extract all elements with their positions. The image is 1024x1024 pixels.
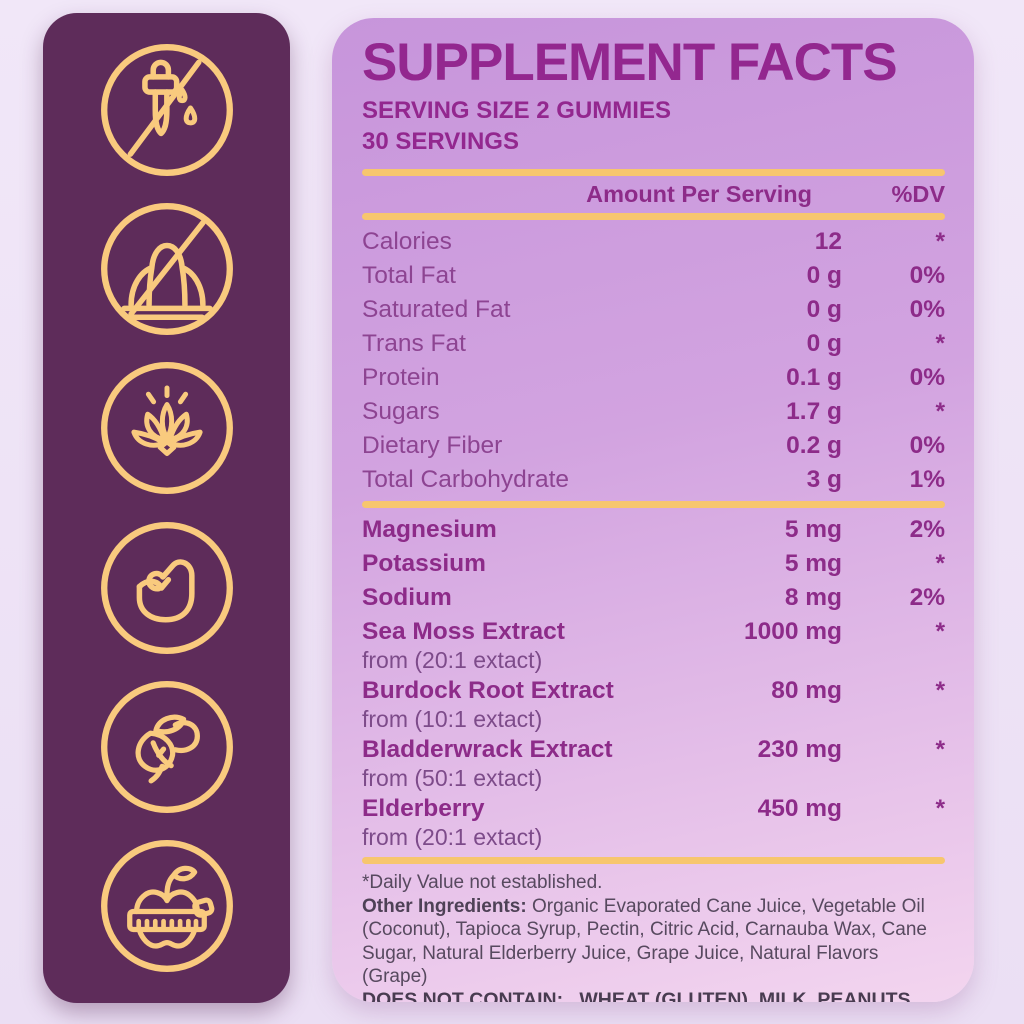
servings-count-text: 30 SERVINGS	[362, 128, 519, 155]
ingredient-label: Sea Moss Extract	[362, 618, 565, 645]
nutrient-dv: 0%	[909, 364, 945, 391]
nutrient-amount: 3 g	[806, 466, 842, 493]
table-row: Trans Fat 0 g *	[362, 327, 945, 361]
does-not-contain-note: DOES NOT CONTAIN: , WHEAT (GLUTEN), MILK…	[362, 988, 916, 1003]
nutrient-label: Total Carbohydrate	[362, 466, 570, 493]
table-row: Sugars 1.7 g *	[362, 395, 945, 429]
table-row: Calories 12 *	[362, 225, 945, 259]
table-row: Bladderwrack Extract 230 mg *	[362, 733, 945, 767]
amount-per-serving-header: Amount Per Serving	[586, 181, 812, 207]
ingredient-group: Bladderwrack Extract 230 mg * from (50:1…	[362, 733, 945, 792]
ingredient-label: Elderberry	[362, 795, 485, 822]
muscle-arm-icon	[98, 519, 236, 657]
ingredient-group: Burdock Root Extract 80 mg * from (10:1 …	[362, 674, 945, 733]
ingredient-group: Sea Moss Extract 1000 mg * from (20:1 ex…	[362, 615, 945, 674]
nutrient-dv: *	[935, 398, 945, 425]
extract-ratio-note: from (20:1 extact)	[362, 647, 543, 673]
ingredient-label: Bladderwrack Extract	[362, 736, 613, 763]
nutrient-dv: 1%	[909, 466, 945, 493]
divider	[362, 857, 945, 864]
dv-header: %DV	[891, 181, 945, 207]
ingredient-amount: 230 mg	[757, 736, 842, 763]
ingredient-dv: *	[935, 677, 945, 704]
nutrient-label: Protein	[362, 364, 440, 391]
ingredient-dv: 2%	[909, 584, 945, 611]
nutrient-label: Trans Fat	[362, 330, 466, 357]
nutrient-dv: *	[935, 330, 945, 357]
ingredient-label: Sodium	[362, 584, 452, 611]
nutrient-amount: 0 g	[806, 262, 842, 289]
ingredient-table: Magnesium 5 mg 2% Potassium 5 mg * Sodiu…	[362, 513, 945, 851]
table-row: Total Fat 0 g 0%	[362, 259, 945, 293]
divider	[362, 169, 945, 176]
divider	[362, 213, 945, 220]
ingredient-label: Burdock Root Extract	[362, 677, 614, 704]
ingredient-amount: 1000 mg	[743, 618, 842, 645]
table-row: Potassium 5 mg *	[362, 547, 945, 581]
nutrient-amount: 0.1 g	[786, 364, 842, 391]
extract-ratio-note: from (20:1 extact)	[362, 824, 543, 850]
extract-ratio-note: from (10:1 extact)	[362, 706, 543, 732]
table-row: Magnesium 5 mg 2%	[362, 513, 945, 547]
daily-value-note: *Daily Value not established.	[362, 872, 603, 893]
ingredient-label: Potassium	[362, 550, 486, 577]
nutrient-amount: 1.7 g	[786, 398, 842, 425]
ingredient-label: Magnesium	[362, 516, 497, 543]
ingredient-amount: 450 mg	[757, 795, 842, 822]
ingredient-amount: 8 mg	[784, 584, 842, 611]
nutrient-dv: 0%	[909, 432, 945, 459]
divider	[362, 501, 945, 508]
no-gelatin-icon	[98, 200, 236, 338]
table-row: Burdock Root Extract 80 mg *	[362, 674, 945, 708]
nutrient-table: Calories 12 * Total Fat 0 g 0% Saturated…	[362, 225, 945, 497]
extract-ratio-note: from (50:1 extact)	[362, 765, 543, 791]
feature-icon-sidebar	[43, 13, 290, 1003]
ingredient-amount: 5 mg	[784, 550, 842, 577]
footnotes: *Daily Value not established. Other Ingr…	[362, 871, 945, 1002]
ingredient-amount: 80 mg	[771, 677, 842, 704]
nutrient-dv: 0%	[909, 262, 945, 289]
table-row: Saturated Fat 0 g 0%	[362, 293, 945, 327]
nutrient-dv: *	[935, 228, 945, 255]
ingredient-group: Elderberry 450 mg * from (20:1 extact)	[362, 792, 945, 851]
nutrient-label: Calories	[362, 228, 452, 255]
table-header-row: Amount Per Serving %DV	[362, 176, 945, 213]
nutrient-label: Dietary Fiber	[362, 432, 503, 459]
ingredient-dv: *	[935, 618, 945, 645]
ingredient-dv: *	[935, 550, 945, 577]
serving-size-text: SERVING SIZE 2 GUMMIES	[362, 97, 671, 124]
nutrient-amount: 0 g	[806, 330, 842, 357]
other-ingredients-text: Organic Evaporated Cane Juice, Vegetable…	[362, 895, 927, 988]
panel-title: SUPPLEMENT FACTS	[362, 33, 898, 92]
table-row: Elderberry 450 mg *	[362, 792, 945, 826]
table-row: Dietary Fiber 0.2 g 0%	[362, 429, 945, 463]
nutrient-dv: 0%	[909, 296, 945, 323]
ingredient-amount: 5 mg	[784, 516, 842, 543]
other-ingredients-note: Other Ingredients: Organic Evaporated Ca…	[362, 895, 945, 989]
ingredient-dv: *	[935, 736, 945, 763]
no-dropper-icon	[98, 41, 236, 179]
table-row: Protein 0.1 g 0%	[362, 361, 945, 395]
nutrient-amount: 0.2 g	[786, 432, 842, 459]
supplement-facts-panel: SUPPLEMENT FACTS SERVING SIZE 2 GUMMIES …	[332, 18, 974, 1002]
lotus-icon	[98, 359, 236, 497]
nutrient-amount: 12	[814, 228, 842, 255]
nutrient-amount: 0 g	[806, 296, 842, 323]
table-row: Sea Moss Extract 1000 mg *	[362, 615, 945, 649]
table-row: Sodium 8 mg 2%	[362, 581, 945, 615]
nutrient-label: Sugars	[362, 398, 440, 425]
other-ingredients-label: Other Ingredients:	[362, 895, 527, 917]
ingredient-dv: *	[935, 795, 945, 822]
table-row: Total Carbohydrate 3 g 1%	[362, 463, 945, 497]
leaves-icon	[98, 678, 236, 816]
nutrient-label: Saturated Fat	[362, 296, 511, 323]
nutrient-label: Total Fat	[362, 262, 456, 289]
apple-measuring-tape-icon	[98, 837, 236, 975]
ingredient-dv: 2%	[909, 516, 945, 543]
